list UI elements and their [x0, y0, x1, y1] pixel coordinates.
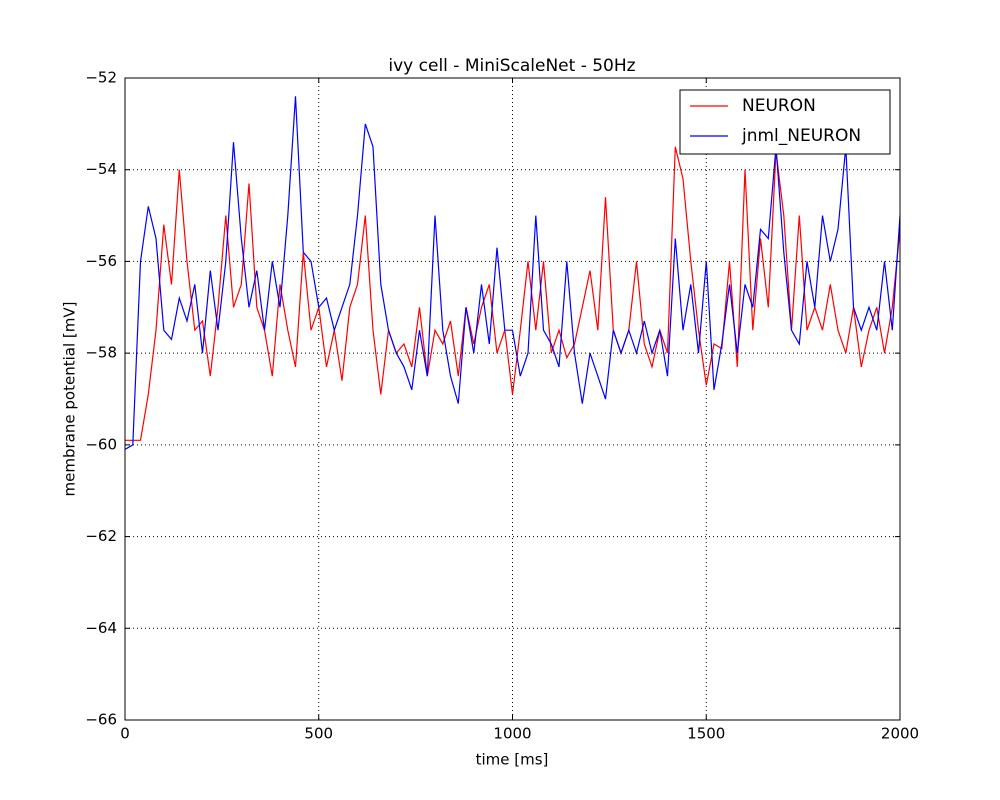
- y-axis-label: membrane potential [mV]: [61, 302, 79, 497]
- x-tick-label: 1000: [493, 725, 531, 743]
- y-tick-label: −54: [85, 160, 117, 178]
- legend-box: [679, 89, 891, 155]
- y-tick-label: −56: [85, 252, 117, 270]
- legend-label: jnml_NEURON: [741, 126, 861, 146]
- series-line: [124, 96, 901, 450]
- x-tick-label: 500: [304, 725, 333, 743]
- x-axis-label: time [ms]: [476, 751, 549, 769]
- y-tick-label: −64: [85, 619, 117, 637]
- x-tick-label: 1500: [687, 725, 725, 743]
- y-tick-label: −58: [85, 344, 117, 362]
- y-tick-label: −66: [85, 711, 117, 729]
- y-tick-label: −52: [85, 69, 117, 87]
- x-tick-label: 0: [120, 725, 130, 743]
- legend-label: NEURON: [742, 96, 816, 116]
- chart-title: ivy cell - MiniScaleNet - 50Hz: [388, 56, 635, 76]
- x-tick-label: 2000: [881, 725, 919, 743]
- y-tick-label: −62: [85, 527, 117, 545]
- y-tick-label: −60: [85, 435, 117, 453]
- series-line: [125, 146, 901, 441]
- plot-frame: [124, 77, 901, 721]
